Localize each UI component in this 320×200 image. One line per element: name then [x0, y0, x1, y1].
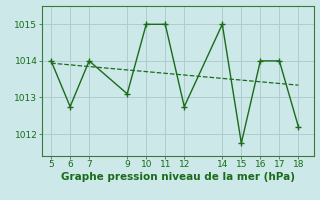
X-axis label: Graphe pression niveau de la mer (hPa): Graphe pression niveau de la mer (hPa): [60, 172, 295, 182]
